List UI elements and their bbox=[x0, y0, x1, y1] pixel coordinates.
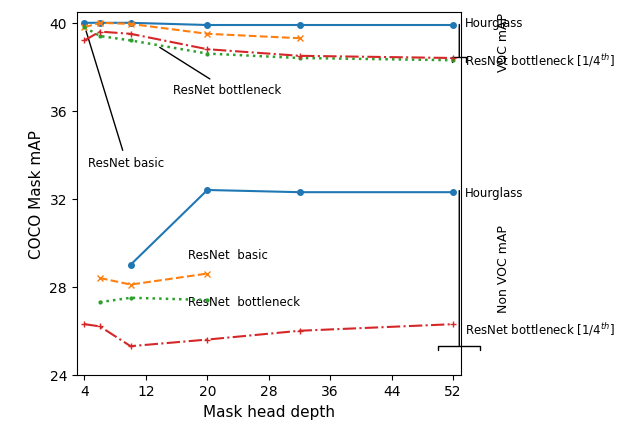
Text: ResNet  basic: ResNet basic bbox=[188, 249, 268, 262]
Text: ResNet  bottleneck: ResNet bottleneck bbox=[188, 296, 300, 309]
Text: Hourglass: Hourglass bbox=[465, 186, 523, 199]
Y-axis label: COCO Mask mAP: COCO Mask mAP bbox=[29, 130, 44, 258]
Text: ResNet bottleneck [1/4$^{th}$]: ResNet bottleneck [1/4$^{th}$] bbox=[465, 52, 614, 69]
X-axis label: Mask head depth: Mask head depth bbox=[203, 404, 335, 419]
Text: Hourglass: Hourglass bbox=[465, 17, 523, 30]
Text: VOC mAP: VOC mAP bbox=[497, 13, 509, 72]
Text: ResNet bottleneck [1/4$^{th}$]: ResNet bottleneck [1/4$^{th}$] bbox=[465, 320, 614, 337]
Text: Non VOC mAP: Non VOC mAP bbox=[497, 225, 509, 312]
Text: ResNet bottleneck: ResNet bottleneck bbox=[160, 48, 281, 97]
Text: ResNet basic: ResNet basic bbox=[86, 32, 164, 170]
